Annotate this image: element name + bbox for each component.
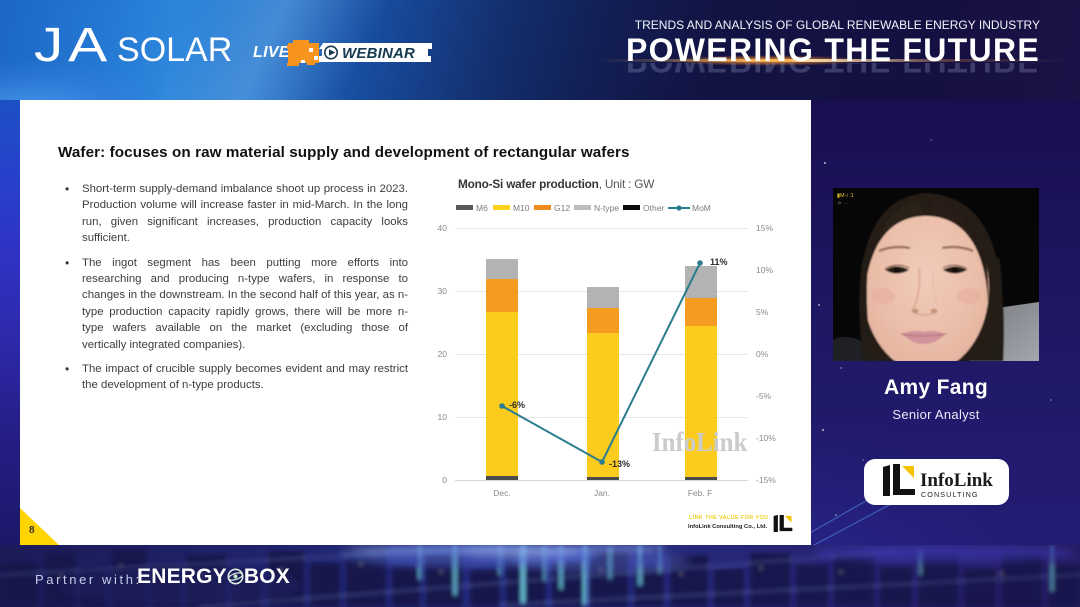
svg-text:WEBINAR: WEBINAR: [342, 45, 415, 62]
svg-text:▮M·i :1: ▮M·i :1: [837, 193, 854, 199]
svg-text:.a ·…·: .a ·…·: [837, 200, 850, 205]
